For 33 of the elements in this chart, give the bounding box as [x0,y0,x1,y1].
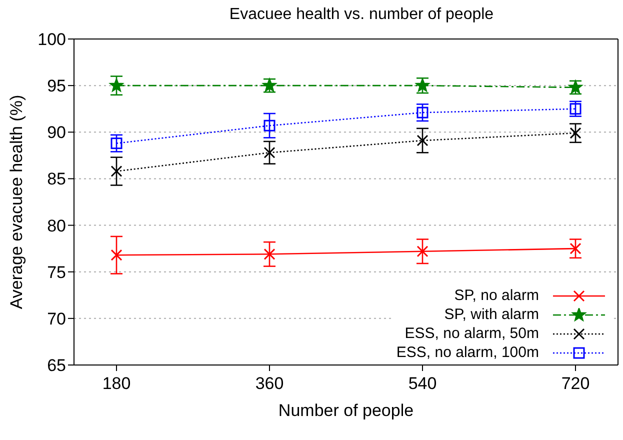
legend-label: SP, no alarm [454,287,539,304]
point [110,166,122,178]
point [570,242,582,254]
y-tick-label: 65 [47,356,66,376]
y-tick-label: 75 [47,262,66,282]
point [570,103,582,115]
point [110,78,124,92]
y-axis-title: Average evacuee health (%) [7,94,26,310]
point [110,138,122,150]
point [110,249,122,261]
y-tick-label: 80 [47,216,66,236]
point [416,106,428,118]
x-tick-label: 180 [102,374,131,394]
point [264,248,276,260]
y-tick-label: 95 [47,76,66,96]
legend-label: SP, with alarm [444,306,539,323]
x-axis-title: Number of people [278,401,414,420]
y-tick-label: 90 [47,123,66,142]
point [416,134,428,146]
y-tick-label: 85 [47,170,66,189]
y-tick-label: 100 [38,30,66,50]
legend-label: ESS, no alarm, 50m [404,325,539,342]
point [416,78,430,92]
chart-title: Evacuee health vs. number of people [228,6,495,24]
x-tick-label: 360 [255,374,284,394]
point [264,146,276,158]
x-tick-label: 540 [408,374,437,394]
point [570,127,582,139]
y-tick-label: 70 [47,309,66,328]
legend-label: ESS, no alarm, 100m [396,344,539,361]
point [264,120,276,132]
x-tick-label: 720 [561,374,590,394]
point [416,246,428,258]
